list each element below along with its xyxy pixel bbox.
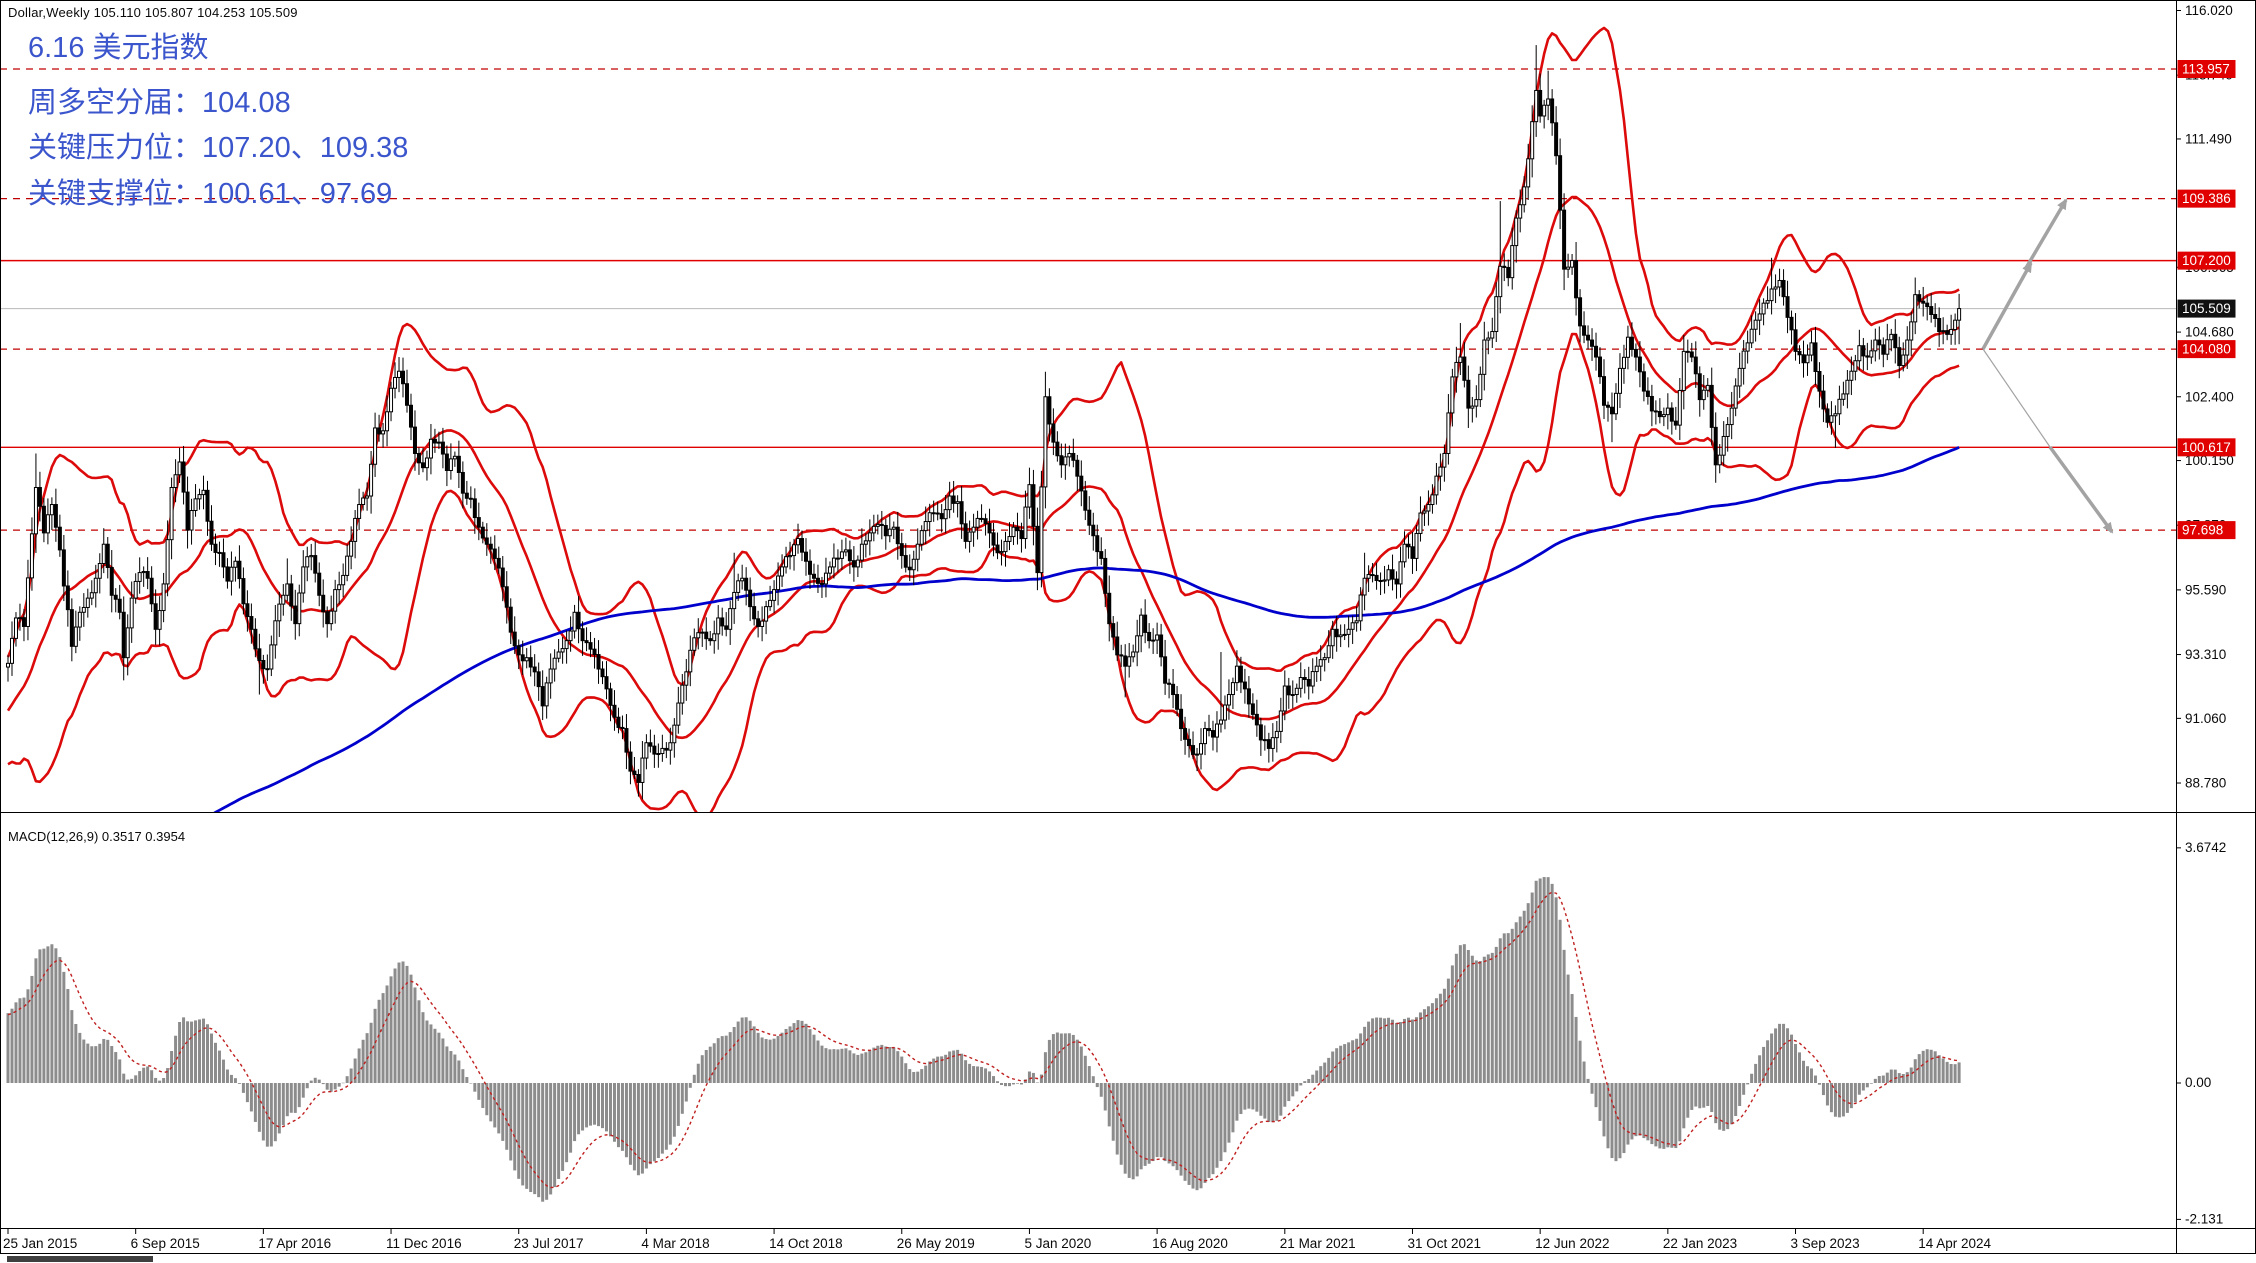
price-axis-label: 88.780 [2185,776,2226,791]
price-axis-label: 93.310 [2185,647,2226,662]
date-axis-label: 31 Oct 2021 [1407,1236,1481,1251]
price-axis-label: 100.150 [2185,453,2234,468]
macd-indicator-label: MACD(12,26,9) 0.3517 0.3954 [8,829,186,844]
macd-histogram [6,877,1961,1202]
trend-arrow-down[interactable] [2048,445,2114,534]
macd-axis-label: -2.131 [2185,1211,2223,1226]
macd-pane-layer [6,877,1961,1202]
annotation-resistance[interactable]: 关键压力位：107.20、109.38 [28,132,409,164]
price-badge [2177,189,2236,208]
date-axis-label: 12 Jun 2022 [1535,1236,1609,1251]
annotation-pivot[interactable]: 周多空分届：104.08 [28,87,291,119]
trend-arrow-up[interactable] [1981,261,2033,350]
price-badge-label: 107.200 [2182,253,2231,268]
price-badge-label: 109.386 [2182,191,2231,206]
date-axis-label: 14 Oct 2018 [769,1236,843,1251]
trend-arrow-down[interactable] [1982,348,2051,448]
price-badge [2177,60,2236,78]
date-axis-label: 17 Apr 2016 [258,1236,331,1251]
date-axis-label: 11 Dec 2016 [386,1236,462,1251]
price-badge [2177,299,2236,318]
price-badge [2177,521,2236,540]
price-badge [2177,438,2236,457]
main-pane-layer [0,26,2176,812]
date-axis-label: 4 Mar 2018 [641,1236,709,1251]
date-axis-label: 21 Mar 2021 [1280,1236,1356,1251]
annotation-title[interactable]: 6.16 美元指数 [28,32,209,64]
scrollbar-thumb[interactable] [7,1256,153,1262]
bollinger-lower-line [7,332,1960,812]
price-axis[interactable]: 116.020113.740111.490106.965104.680102.4… [2176,3,2236,1226]
date-axis-label: 5 Jan 2020 [1024,1236,1091,1251]
price-axis-label: 102.400 [2185,389,2234,404]
price-badge [2177,251,2236,270]
price-axis-label: 95.590 [2185,582,2226,597]
date-axis-label: 6 Sep 2015 [131,1236,200,1251]
bollinger-upper-line [6,26,1960,686]
price-badge-label: 105.509 [2182,301,2231,316]
bollinger-middle-line [6,195,1960,740]
price-badge [2177,340,2236,359]
price-badge-label: 100.617 [2182,440,2231,455]
price-badge-label: 97.698 [2182,523,2223,538]
price-badge-label: 113.957 [2182,62,2230,77]
date-axis-label: 25 Jan 2015 [3,1236,77,1251]
price-axis-label: 91.060 [2185,711,2226,726]
annotation-support[interactable]: 关键支撑位：100.61、97.69 [28,178,393,210]
price-axis-label: 111.490 [2185,131,2232,146]
trend-arrow-up[interactable] [2024,198,2068,269]
date-axis-label: 14 Apr 2024 [1918,1236,1991,1251]
macd-signal-line [7,891,1960,1189]
price-axis-label: 116.020 [2185,3,2233,18]
price-badge-label: 104.080 [2182,342,2231,357]
forecast-arrows[interactable] [1981,198,2114,534]
date-axis-label: 26 May 2019 [897,1236,975,1251]
date-axis-label: 23 Jul 2017 [514,1236,584,1251]
macd-axis-label: 0.00 [2185,1075,2211,1090]
long-ma-line [213,446,1960,812]
price-axis-label: 104.680 [2185,325,2234,340]
date-axis-label: 22 Jan 2023 [1663,1236,1737,1251]
date-axis-label: 3 Sep 2023 [1791,1236,1860,1251]
candlesticks-layer [6,45,1962,800]
macd-axis-label: 3.6742 [2185,840,2226,855]
date-axis-label: 16 Aug 2020 [1152,1236,1228,1251]
symbol-ohlc-line: Dollar,Weekly 105.110 105.807 104.253 10… [8,5,298,20]
date-axis[interactable]: 25 Jan 2015 6 Sep 2015 17 Apr 2016 11 Dec 2… [3,1229,1992,1251]
